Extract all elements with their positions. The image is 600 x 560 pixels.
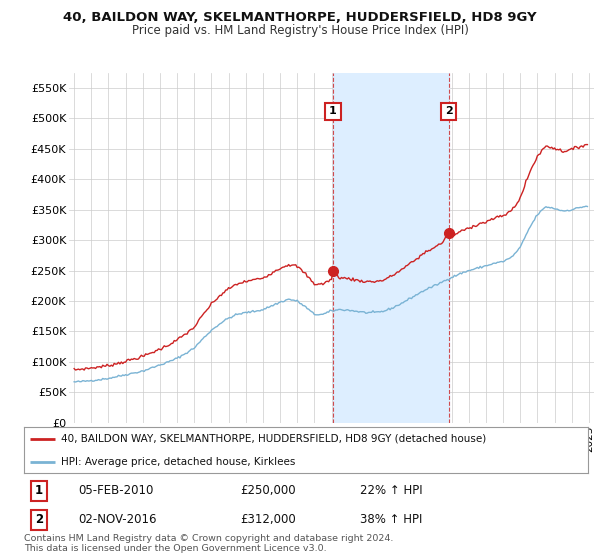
Text: Price paid vs. HM Land Registry's House Price Index (HPI): Price paid vs. HM Land Registry's House … <box>131 24 469 36</box>
Text: 05-FEB-2010: 05-FEB-2010 <box>78 484 154 497</box>
Text: 22% ↑ HPI: 22% ↑ HPI <box>360 484 422 497</box>
Text: HPI: Average price, detached house, Kirklees: HPI: Average price, detached house, Kirk… <box>61 457 295 466</box>
Text: 2: 2 <box>445 106 452 116</box>
Text: 38% ↑ HPI: 38% ↑ HPI <box>360 513 422 526</box>
Bar <box>333 73 449 423</box>
Text: 1: 1 <box>35 484 43 497</box>
Text: 2: 2 <box>35 513 43 526</box>
Text: £250,000: £250,000 <box>240 484 296 497</box>
Text: 1: 1 <box>329 106 337 116</box>
Text: Contains HM Land Registry data © Crown copyright and database right 2024.
This d: Contains HM Land Registry data © Crown c… <box>24 534 394 553</box>
Text: 40, BAILDON WAY, SKELMANTHORPE, HUDDERSFIELD, HD8 9GY (detached house): 40, BAILDON WAY, SKELMANTHORPE, HUDDERSF… <box>61 434 486 444</box>
Text: 02-NOV-2016: 02-NOV-2016 <box>78 513 157 526</box>
Text: 40, BAILDON WAY, SKELMANTHORPE, HUDDERSFIELD, HD8 9GY: 40, BAILDON WAY, SKELMANTHORPE, HUDDERSF… <box>63 11 537 24</box>
Text: £312,000: £312,000 <box>240 513 296 526</box>
